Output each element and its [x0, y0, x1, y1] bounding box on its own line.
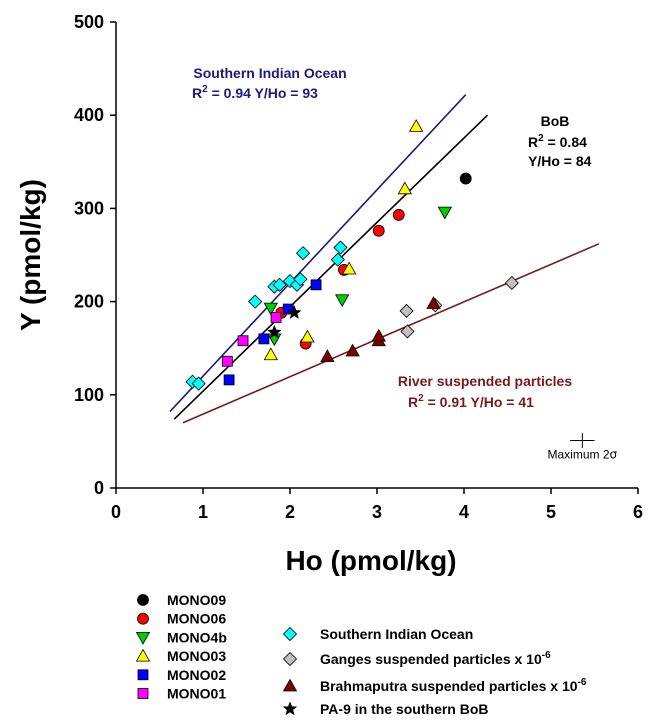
y-tick-label: 200	[74, 292, 104, 312]
data-points	[185, 119, 519, 391]
x-tick-label: 4	[459, 502, 469, 522]
point-southern-indian-ocean	[333, 240, 348, 255]
point-mono01	[221, 355, 233, 367]
fit-lines	[169, 94, 600, 424]
legend-label-brahmaputra-suspended-particles-x-10: Brahmaputra suspended particles x 10-6	[320, 677, 587, 694]
point-brahmaputra-suspended-particles-x-10	[371, 328, 386, 342]
point-ganges-suspended-particles-x-10	[400, 324, 415, 339]
fit-stats-ratio: Y/Ho = 84	[528, 153, 592, 169]
point-mono4b	[437, 206, 453, 220]
y-tick-label: 100	[74, 385, 104, 405]
legend-marker-ganges-suspended-particles-x-10	[282, 651, 298, 667]
point-mono03	[300, 329, 315, 343]
x-tick-label: 3	[372, 502, 382, 522]
point-ganges-suspended-particles-x-10	[399, 303, 414, 318]
legend-label-mono4b: MONO4b	[167, 629, 227, 645]
legend-label-ganges-suspended-particles-x-10: Ganges suspended particles x 10-6	[320, 650, 551, 667]
x-axis-title: Ho (pmol/kg)	[285, 545, 456, 576]
legend-label-mono06: MONO06	[167, 611, 226, 627]
legend-label-southern-indian-ocean: Southern Indian Ocean	[320, 626, 473, 642]
point-pa-9-in-the-southern-bob	[267, 324, 282, 339]
point-southern-indian-ocean	[293, 272, 308, 287]
fit-line-river-suspended-particles	[182, 243, 600, 424]
y-tick-label: 500	[74, 12, 104, 32]
point-brahmaputra-suspended-particles-x-10	[426, 296, 441, 309]
point-mono06	[372, 224, 385, 237]
point-mono01	[270, 312, 282, 323]
point-mono03	[408, 119, 424, 132]
x-tick-label: 5	[546, 502, 556, 522]
fit-stats: R2 = 0.91 Y/Ho = 41	[408, 393, 534, 410]
legend-label-mono09: MONO09	[167, 592, 226, 608]
legend: MONO09 MONO06 MONO4b MONO03 MONO02 MONO01 Sout…	[135, 592, 587, 717]
legend-marker-mono02	[137, 669, 149, 681]
legend-marker-mono03	[135, 648, 151, 662]
point-southern-indian-ocean	[295, 246, 311, 261]
legend-marker-mono01	[137, 688, 149, 699]
x-tick-label: 0	[111, 502, 121, 522]
point-southern-indian-ocean	[330, 252, 345, 267]
point-southern-indian-ocean	[248, 294, 263, 309]
y-tick-label: 300	[74, 198, 104, 218]
legend-marker-pa-9-in-the-southern-bob	[282, 701, 298, 716]
legend-marker-brahmaputra-suspended-particles-x-10	[282, 678, 298, 692]
legend-label-pa-9-in-the-southern-bob: PA-9 in the southern BoB	[320, 701, 489, 717]
annotations: Southern Indian Ocean R2 = 0.94 Y/Ho = 93…	[192, 65, 618, 461]
point-ganges-suspended-particles-x-10	[504, 275, 519, 291]
point-mono03	[263, 347, 279, 361]
y-tick-label: 400	[74, 105, 104, 125]
fit-label-river-suspended-particles: River suspended particles	[398, 373, 573, 389]
fit-stats: R2 = 0.94 Y/Ho = 93	[192, 84, 318, 101]
point-mono03	[397, 181, 413, 195]
point-mono02	[310, 279, 322, 291]
legend-marker-mono4b	[135, 632, 151, 645]
point-mono02	[223, 374, 235, 386]
legend-marker-mono06	[137, 612, 149, 625]
error-bar-label: Maximum 2σ	[548, 447, 618, 461]
point-mono09	[459, 172, 472, 185]
point-pa-9-in-the-southern-bob	[287, 305, 302, 319]
point-mono01	[237, 335, 249, 347]
x-tick-label: 2	[285, 502, 295, 522]
point-mono4b	[263, 302, 279, 316]
x-tick-label: 6	[633, 502, 643, 522]
point-mono4b	[335, 294, 350, 308]
fit-line-bob	[173, 114, 489, 420]
fit-label-bob: BoB	[541, 113, 570, 129]
legend-label-mono03: MONO03	[167, 648, 226, 664]
legend-label-mono02: MONO02	[167, 667, 226, 683]
point-southern-indian-ocean	[191, 376, 206, 391]
legend-marker-southern-indian-ocean	[282, 626, 298, 642]
x-tick-label: 1	[198, 502, 208, 522]
fit-label-southern-indian-ocean: Southern Indian Ocean	[193, 65, 346, 81]
fit-stats: R2 = 0.84	[528, 133, 587, 150]
axes: 0 1 2 3 4 5 6 0 100 200 300 400 500 Ho (pmol/kg) Y (pm…	[15, 12, 643, 576]
y-axis-title: Y (pmol/kg)	[15, 179, 46, 331]
point-southern-indian-ocean	[272, 277, 287, 292]
legend-marker-mono09	[137, 594, 149, 606]
point-mono02	[258, 333, 270, 345]
legend-label-mono01: MONO01	[167, 686, 226, 702]
point-brahmaputra-suspended-particles-x-10	[320, 349, 335, 362]
y-tick-label: 0	[94, 478, 104, 498]
point-brahmaputra-suspended-particles-x-10	[345, 343, 360, 357]
point-mono03	[341, 261, 357, 275]
point-mono06	[392, 209, 405, 221]
fit-line-southern-indian-ocean	[169, 94, 467, 413]
